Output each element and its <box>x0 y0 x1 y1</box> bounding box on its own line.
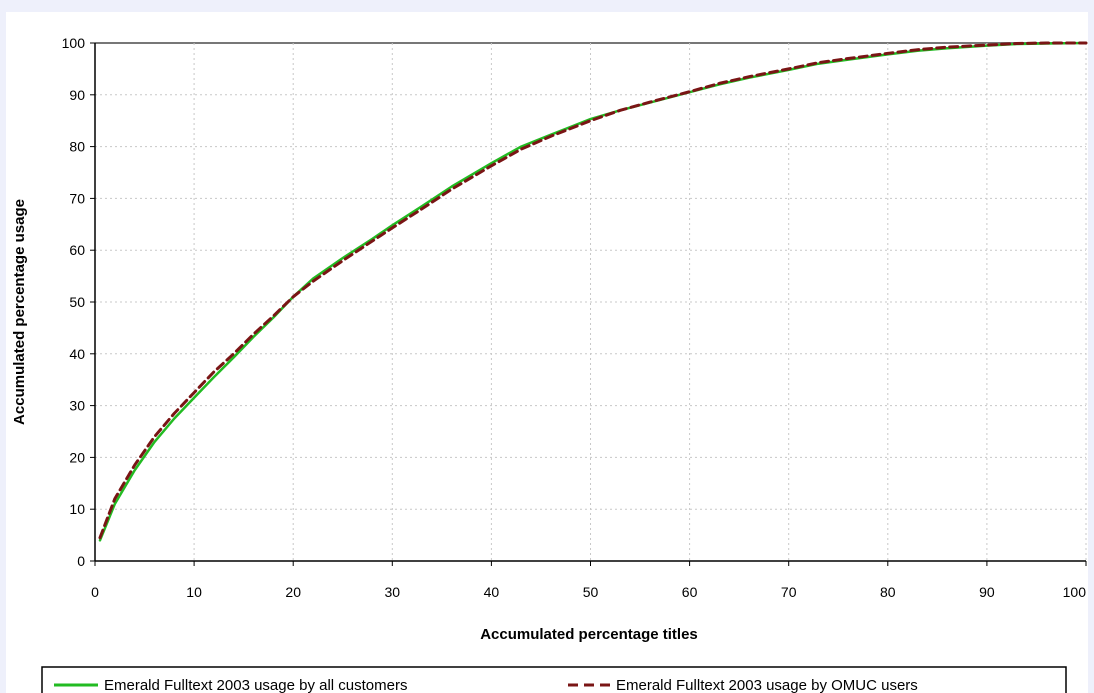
x-tick-label: 40 <box>484 584 500 600</box>
x-tick-label: 80 <box>880 584 896 600</box>
x-tick-label: 50 <box>583 584 599 600</box>
x-tick-label: 60 <box>682 584 698 600</box>
legend-box <box>41 666 1067 693</box>
y-tick-label: 100 <box>62 35 86 51</box>
y-tick-label: 0 <box>77 553 85 569</box>
y-tick-label: 50 <box>69 294 85 310</box>
x-axis-title: Accumulated percentage titles <box>480 626 698 643</box>
x-tick-label: 0 <box>91 584 99 600</box>
tick-labels: 0 10 20 30 40 50 60 70 80 90 100 0 10 20 30 40 50 60 70 80 9… <box>62 35 1087 600</box>
y-tick-label: 20 <box>69 449 85 465</box>
y-tick-label: 30 <box>69 398 85 414</box>
x-tick-label: 30 <box>385 584 401 600</box>
legend-label-0: Emerald Fulltext 2003 usage by all custo… <box>104 677 407 693</box>
y-tick-label: 40 <box>69 346 85 362</box>
y-tick-label: 60 <box>69 242 85 258</box>
x-tick-label: 100 <box>1063 584 1087 600</box>
x-tick-label: 10 <box>186 584 202 600</box>
line-chart: 0 10 20 30 40 50 60 70 80 90 100 0 10 20 30 40 50 60 70 80 9… <box>11 35 1088 693</box>
series-line-0 <box>98 41 1088 542</box>
legend: Emerald Fulltext 2003 usage by all custo… <box>41 666 1067 693</box>
y-tick-label: 10 <box>69 501 85 517</box>
chart-canvas: 0 10 20 30 40 50 60 70 80 90 100 0 10 20 30 40 50 60 70 80 9… <box>6 12 1088 693</box>
series-line-1 <box>98 41 1088 540</box>
y-axis-title: Accumulated percentage usage <box>11 199 28 425</box>
y-tick-label: 90 <box>69 87 85 103</box>
x-tick-label: 70 <box>781 584 797 600</box>
y-tick-label: 70 <box>69 190 85 206</box>
axes <box>90 42 1087 566</box>
legend-label-1: Emerald Fulltext 2003 usage by OMUC user… <box>616 677 918 693</box>
x-tick-label: 20 <box>285 584 301 600</box>
series-lines <box>98 41 1088 542</box>
gridlines <box>95 42 1087 561</box>
x-tick-label: 90 <box>979 584 995 600</box>
y-tick-label: 80 <box>69 139 85 155</box>
